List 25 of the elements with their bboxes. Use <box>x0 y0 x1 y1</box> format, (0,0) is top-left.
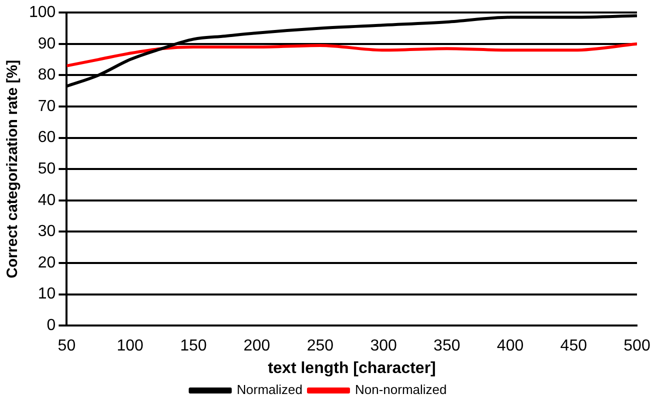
y-tick-label: 10 <box>38 286 56 303</box>
x-tick-label: 450 <box>560 338 588 355</box>
y-tick-label: 30 <box>38 223 56 240</box>
x-tick-label: 150 <box>180 338 207 355</box>
x-tick-label: 100 <box>116 338 144 355</box>
y-tick-label: 90 <box>38 35 56 52</box>
y-tick-label: 70 <box>38 98 56 115</box>
legend-label: Non-normalized <box>354 382 447 398</box>
y-tick-label: 80 <box>38 66 56 84</box>
y-tick-label: 50 <box>38 160 56 178</box>
x-tick-label: 400 <box>496 338 524 355</box>
x-tick-label: 50 <box>58 338 76 355</box>
y-tick-label: 40 <box>38 192 56 209</box>
x-tick-label: 500 <box>624 338 650 355</box>
x-tick-label: 250 <box>306 338 334 355</box>
y-tick-label: 60 <box>38 129 56 146</box>
y-tick-label: 0 <box>46 317 56 334</box>
x-tick-label: 300 <box>370 338 397 355</box>
x-tick-label: 350 <box>434 338 460 355</box>
x-axis-title: text length [character] <box>268 360 436 377</box>
y-axis-title: Correct categorization rate [%] <box>4 60 22 278</box>
x-tick-label: 200 <box>243 338 270 355</box>
legend-label: Normalized <box>236 382 302 398</box>
y-tick-label: 20 <box>38 254 56 272</box>
y-tick-label: 100 <box>28 4 56 22</box>
